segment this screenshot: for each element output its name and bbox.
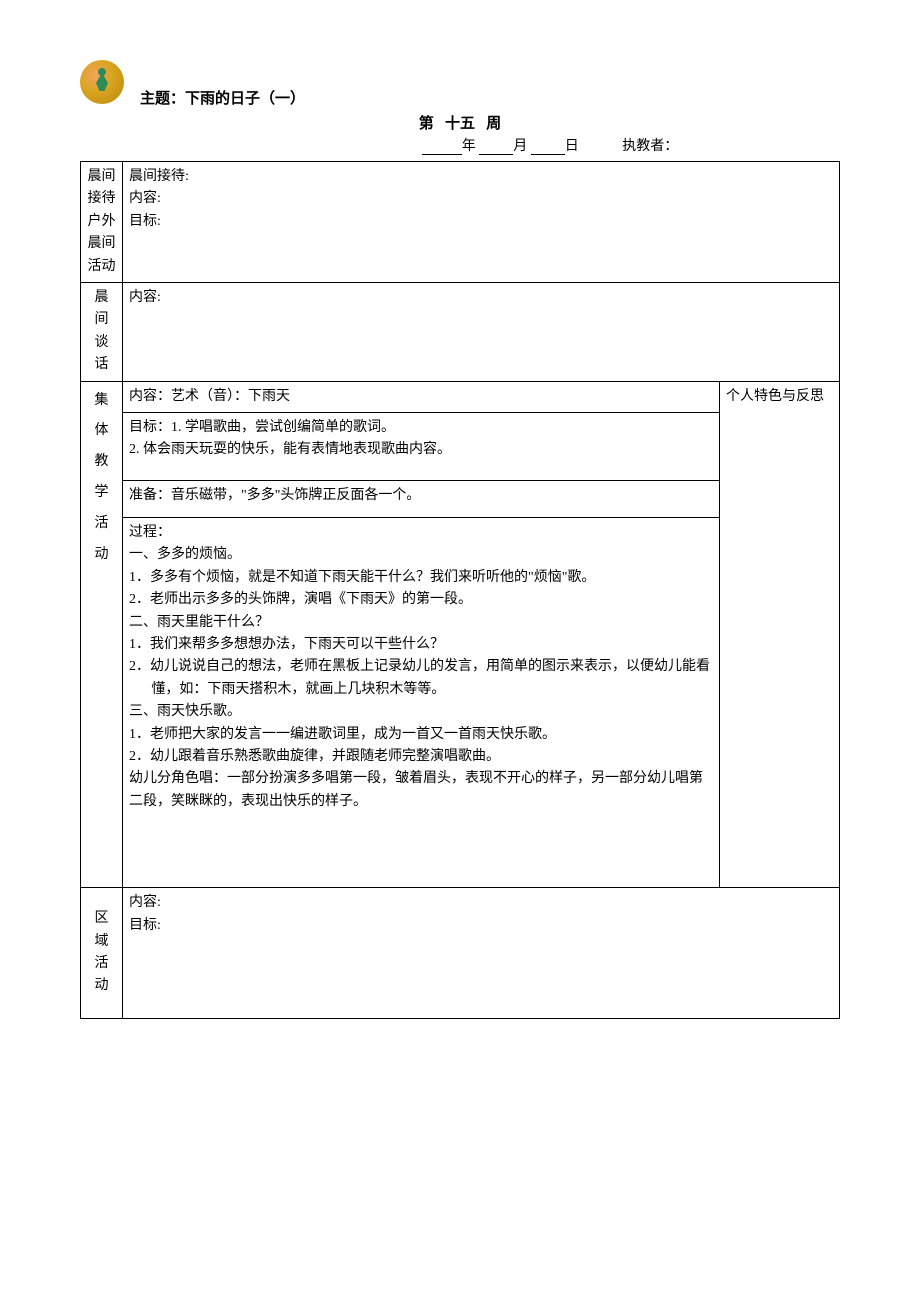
mt-c2: 间 [95,312,109,327]
mr-content2: 内容: [129,188,833,210]
sec3-title: 三、雨天快乐歌。 [129,701,713,723]
ga-c3: 教 [95,454,109,469]
aa-content1: 内容: [129,892,833,914]
reflect-cell[interactable]: 个人特色与反思 [720,381,840,888]
sec1-item2: 2．老师出示多多的头饰牌，演唱《下雨天》的第一段。 [129,589,713,611]
topic-value: 艺术（音）：下雨天 [171,389,290,404]
header-row: 主题：下雨的日子（一） [80,60,840,108]
mt-content: 内容: [129,287,833,309]
ga-c1: 集 [95,393,109,408]
process-spacer [129,813,713,883]
theme-logo-icon [80,60,128,108]
mt-c1: 晨 [95,290,109,305]
logo-figure [94,68,110,94]
row-morning-reception: 晨间 接待 户外 晨间 活动 晨间接待: 内容: 目标: [81,162,840,283]
week-suffix: 周 [486,116,501,132]
row-area-activity: 区 域 活 动 内容: 目标: [81,888,840,1019]
ga-c4: 学 [95,485,109,500]
mr-l4: 晨间 [88,236,116,251]
aa-c2: 域 [95,934,109,949]
reflect-header: 个人特色与反思 [726,386,833,408]
group-topic-cell: 内容：艺术（音）：下雨天 [123,381,720,412]
mr-l3: 户外 [88,214,116,229]
ga-c2: 体 [95,423,109,438]
prep-value: 音乐磁带，"多多"头饰牌正反面各一个。 [171,488,420,503]
sec2-item1: 1．我们来帮多多想想办法，下雨天可以干些什么？ [129,634,713,656]
sec3-item1: 1．老师把大家的发言一一编进歌词里，成为一首又一首雨天快乐歌。 [129,724,713,746]
sec2-item2: 2．幼儿说说自己的想法，老师在黑板上记录幼儿的发言，用简单的图示来表示，以便幼儿… [129,656,713,701]
mr-l1: 晨间 [88,169,116,184]
group-process-cell: 过程： 一、多多的烦恼。 1．多多有个烦恼，就是不知道下雨天能干什么？我们来听听… [123,518,720,888]
year-label: 年 [462,139,476,154]
year-blank[interactable] [422,137,462,155]
sec1-title: 一、多多的烦恼。 [129,544,713,566]
label-group-activity: 集 体 教 学 活 动 [81,381,123,888]
row-group-topic: 集 体 教 学 活 动 内容：艺术（音）：下雨天 个人特色与反思 [81,381,840,412]
goal-1: 1. 学唱歌曲，尝试创编简单的歌词。 [171,420,395,435]
theme-label-text: 主题： [140,91,185,107]
content-morning-talk[interactable]: 内容: [123,282,840,381]
aa-c3: 活 [95,956,109,971]
sec1-item1: 1．多多有个烦恼，就是不知道下雨天能干什么？我们来听听他的"烦恼"歌。 [129,567,713,589]
prep-spacer [129,507,713,513]
ga-c6: 动 [95,547,109,562]
goal-2: 2. 体会雨天玩耍的快乐，能有表情地表现歌曲内容。 [129,439,713,461]
mr-l2: 接待 [88,191,116,206]
date-line: 年 月 日 执教者： [80,135,840,155]
mt-c3: 谈 [95,335,109,350]
mt-c4: 话 [95,357,109,372]
mr-content3: 目标: [129,211,833,233]
month-label: 月 [513,139,527,154]
aa-content2: 目标: [129,915,833,937]
theme-value: 下雨的日子（一） [185,91,305,107]
content-area-activity[interactable]: 内容: 目标: [123,888,840,1019]
day-label: 日 [565,139,579,154]
week-number: 十五 [445,116,475,132]
label-morning-talk: 晨 间 谈 话 [81,282,123,381]
group-goal-cell: 目标：1. 学唱歌曲，尝试创编简单的歌词。 2. 体会雨天玩耍的快乐，能有表情地… [123,412,720,480]
ga-c5: 活 [95,516,109,531]
goal-spacer [129,462,713,476]
content-morning-reception[interactable]: 晨间接待: 内容: 目标: [123,162,840,283]
goal-line1: 目标：1. 学唱歌曲，尝试创编简单的歌词。 [129,417,713,439]
theme-label: 主题：下雨的日子（一） [140,87,305,108]
aa-c4: 动 [95,978,109,993]
teacher-label: 执教者： [622,139,678,154]
label-area-activity: 区 域 活 动 [81,888,123,1019]
label-morning-reception: 晨间 接待 户外 晨间 活动 [81,162,123,283]
process-label: 过程： [129,522,713,544]
mr-content1: 晨间接待: [129,166,833,188]
day-blank[interactable] [531,137,565,155]
sec3-extra: 幼儿分角色唱：一部分扮演多多唱第一段，皱着眉头，表现不开心的样子，另一部分幼儿唱… [129,768,713,813]
week-prefix: 第 [419,116,434,132]
aa-c1: 区 [95,911,109,926]
sec3-item2: 2．幼儿跟着音乐熟悉歌曲旋律，并跟随老师完整演唱歌曲。 [129,746,713,768]
topic-label: 内容： [129,389,171,404]
row-morning-talk: 晨 间 谈 话 内容: [81,282,840,381]
lesson-plan-table: 晨间 接待 户外 晨间 活动 晨间接待: 内容: 目标: 晨 间 谈 话 内容:… [80,161,840,1019]
group-prep-cell: 准备：音乐磁带，"多多"头饰牌正反面各一个。 [123,480,720,517]
goal-label: 目标： [129,420,171,435]
month-blank[interactable] [479,137,513,155]
sec2-title: 二、雨天里能干什么？ [129,612,713,634]
week-subtitle: 第 十五 周 [80,112,840,133]
mr-l5: 活动 [88,259,116,274]
prep-label: 准备： [129,488,171,503]
logo-circle [80,60,124,104]
